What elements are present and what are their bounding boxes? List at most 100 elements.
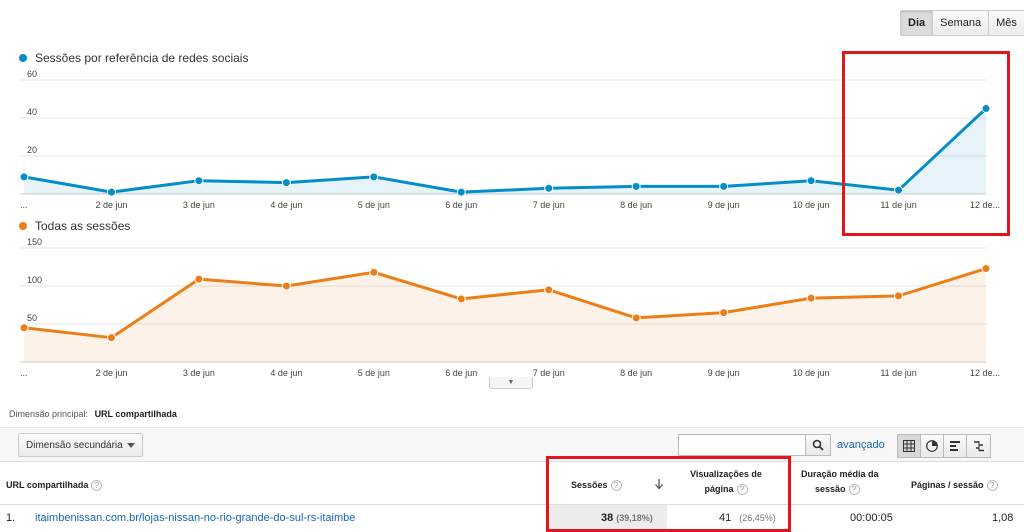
data-point xyxy=(719,308,729,318)
table-search-input[interactable] xyxy=(678,434,806,456)
highlight-box xyxy=(546,456,791,532)
chevron-down-icon: ▼ xyxy=(507,379,515,386)
period-week-button[interactable]: Semana xyxy=(933,11,990,35)
x-tick-label: 5 de jun xyxy=(358,200,390,210)
data-point xyxy=(194,176,204,186)
social-sessions-chart: 20 40 60... 2 de jun 3 de jun 4 de jun 5 de ju… xyxy=(19,69,1000,210)
column-header-pageviews-label-2: página xyxy=(704,484,734,494)
column-header-url-label: URL compartilhada xyxy=(6,480,89,490)
y-tick-label: 40 xyxy=(27,107,37,117)
highlight-box xyxy=(842,51,1010,236)
data-point xyxy=(456,187,466,197)
collapse-chart-toggle[interactable]: ▼ xyxy=(489,377,533,389)
chart-social-title: Sessões por referência de redes sociais xyxy=(35,51,249,65)
data-point xyxy=(806,176,816,186)
x-tick-label: 9 de jun xyxy=(708,368,740,378)
x-tick-label: 2 de jun xyxy=(95,368,127,378)
data-point xyxy=(369,172,379,182)
x-tick-label: 10 de jun xyxy=(793,368,830,378)
row-sessions-pct: (39,18%) xyxy=(616,513,653,523)
x-tick-label: 11 de jun xyxy=(880,200,916,210)
column-header-pages[interactable]: Páginas / sessão? xyxy=(911,478,998,493)
x-tick-label: 8 de jun xyxy=(620,368,652,378)
data-point xyxy=(281,178,291,188)
x-tick-label: 6 de jun xyxy=(445,368,477,378)
secondary-dimension-dropdown[interactable]: Dimensão secundária xyxy=(18,433,143,457)
dropdown-caret-icon xyxy=(127,443,135,448)
performance-view-button[interactable] xyxy=(944,435,967,457)
data-point xyxy=(369,267,379,277)
chart-social-legend[interactable]: Sessões por referência de redes sociais xyxy=(19,51,248,65)
series-line xyxy=(23,107,988,194)
sessions-cell-highlight xyxy=(547,505,667,532)
x-tick-label: 10 de jun xyxy=(793,200,830,210)
column-header-pageviews-label-1: Visualizações de xyxy=(690,469,762,479)
primary-dimension-value[interactable]: URL compartilhada xyxy=(94,409,177,419)
sort-descending-icon[interactable] xyxy=(654,478,664,490)
pie-chart-icon xyxy=(926,440,938,452)
x-tick-label: 2 de jun xyxy=(95,200,127,210)
period-day-button[interactable]: Dia xyxy=(901,11,934,35)
column-header-sessions-label: Sessões xyxy=(571,480,608,490)
y-tick-label: 20 xyxy=(27,145,37,155)
x-tick-label: 12 de... xyxy=(970,368,1000,378)
period-month-button[interactable]: Mês xyxy=(989,11,1024,35)
comparison-view-button[interactable] xyxy=(967,435,990,457)
column-header-url[interactable]: URL compartilhada? xyxy=(6,478,103,493)
pie-view-button[interactable] xyxy=(921,435,944,457)
data-point xyxy=(194,274,204,284)
bar-chart-icon xyxy=(950,441,960,451)
data-point xyxy=(806,293,816,303)
y-tick-label: 50 xyxy=(27,313,37,323)
x-tick-label: 4 de jun xyxy=(270,368,302,378)
data-point xyxy=(281,281,291,291)
data-point xyxy=(544,285,554,295)
x-tick-label: 5 de jun xyxy=(358,368,390,378)
row-url-link[interactable]: itaimbenissan.com.br/lojas-nissan-no-rio… xyxy=(35,512,356,524)
grid-icon xyxy=(903,440,915,452)
data-point xyxy=(981,264,991,274)
column-header-duration-label-2: sessão xyxy=(815,484,846,494)
data-point xyxy=(106,333,116,343)
advanced-filter-link[interactable]: avançado xyxy=(837,439,885,451)
row-sessions: 38 (39,18%) xyxy=(601,512,653,524)
help-icon[interactable]: ? xyxy=(986,480,998,492)
primary-dimension-label: Dimensão principal: xyxy=(9,409,89,419)
column-header-duration[interactable]: Duração média da sessão? xyxy=(801,467,879,497)
x-tick-label: 7 de jun xyxy=(533,200,565,210)
data-point xyxy=(894,185,904,195)
chart-all-title: Todas as sessões xyxy=(35,219,131,233)
row-pageviews: 41 (26,45%) xyxy=(719,512,776,524)
column-header-sessions[interactable]: Sessões? xyxy=(571,478,622,493)
data-point xyxy=(456,294,466,304)
help-icon[interactable]: ? xyxy=(91,480,103,492)
data-point xyxy=(19,172,29,182)
table-view-button[interactable] xyxy=(898,435,921,457)
legend-dot-icon xyxy=(19,54,27,62)
x-tick-label: 11 de jun xyxy=(880,368,916,378)
x-tick-label: 12 de... xyxy=(970,200,1000,210)
chart-all-legend[interactable]: Todas as sessões xyxy=(19,219,130,233)
column-header-pages-label: Páginas / sessão xyxy=(911,480,984,490)
data-point xyxy=(631,313,641,323)
help-icon[interactable]: ? xyxy=(848,484,860,496)
help-icon[interactable]: ? xyxy=(736,484,748,496)
x-tick-label: ... xyxy=(20,200,28,210)
data-point xyxy=(719,181,729,191)
data-point xyxy=(106,187,116,197)
column-header-pageviews[interactable]: Visualizações de página? xyxy=(686,467,766,497)
search-button[interactable] xyxy=(805,434,831,456)
x-tick-label: 8 de jun xyxy=(620,200,652,210)
row-sessions-value: 38 xyxy=(601,512,614,524)
series-area xyxy=(24,268,986,362)
series-line xyxy=(23,267,987,340)
x-tick-label: ... xyxy=(20,368,28,378)
all-sessions-chart: 50 100 150... 2 de jun 3 de jun 4 de jun 5 de … xyxy=(19,237,1000,378)
help-icon[interactable]: ? xyxy=(610,480,622,492)
x-tick-label: 4 de jun xyxy=(270,200,302,210)
data-point xyxy=(631,181,641,191)
x-tick-label: 3 de jun xyxy=(183,200,215,210)
data-point xyxy=(544,183,554,193)
comparison-icon xyxy=(973,441,984,452)
view-selector xyxy=(897,434,991,458)
